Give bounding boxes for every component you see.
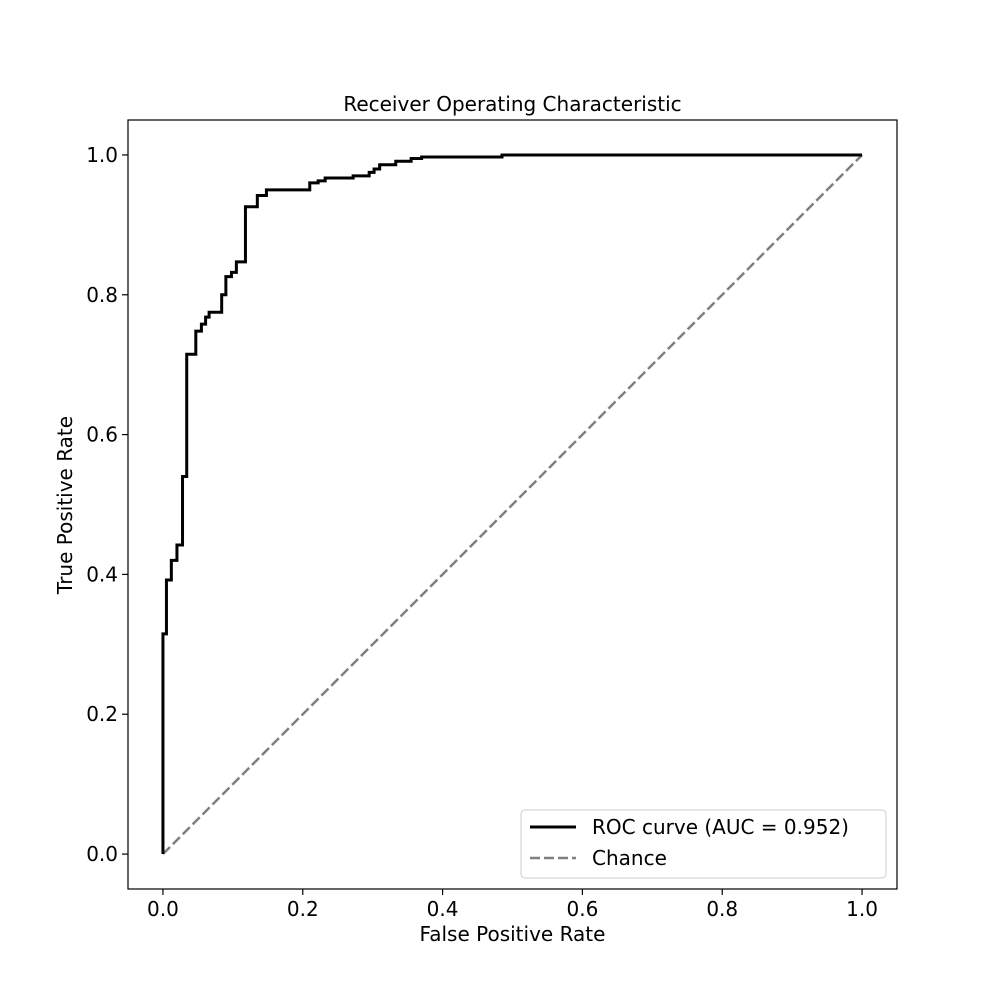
series-layer (161, 153, 863, 855)
y-tick-label: 0.0 (86, 842, 118, 866)
roc-curve-line (161, 153, 863, 855)
legend-frame (520, 809, 887, 879)
y-axis-ticks: 0.0 0.2 0.4 0.6 0.8 1.0 (86, 143, 128, 866)
legend-label-roc: ROC curve (AUC = 0.952) (592, 815, 849, 839)
y-tick-label: 0.6 (86, 423, 118, 447)
x-tick-label: 0.2 (287, 897, 319, 921)
x-tick-label: 1.0 (846, 897, 878, 921)
plot-frame (127, 119, 898, 890)
y-tick-label: 0.2 (86, 702, 118, 726)
legend: ROC curve (AUC = 0.952) Chance (520, 809, 887, 879)
y-tick-label: 0.8 (86, 283, 118, 307)
x-tick-label: 0.6 (567, 897, 599, 921)
y-tick-label: 0.4 (86, 562, 118, 586)
legend-label-chance: Chance (592, 846, 667, 870)
chart-title: Receiver Operating Characteristic (343, 92, 681, 116)
y-tick-label: 1.0 (86, 143, 118, 167)
x-axis-title: False Positive Rate (420, 922, 606, 946)
x-axis-ticks: 0.0 0.2 0.4 0.6 0.8 1.0 (147, 889, 878, 921)
x-tick-label: 0.8 (706, 897, 738, 921)
x-tick-label: 0.4 (427, 897, 459, 921)
y-axis-title: True Positive Rate (53, 416, 77, 595)
x-tick-label: 0.0 (147, 897, 179, 921)
plot-area: 0.0 0.2 0.4 0.6 0.8 1.0 0.0 0.2 0.4 0.6 0.8 1.0 (86, 119, 898, 921)
chance-line (162, 154, 863, 855)
